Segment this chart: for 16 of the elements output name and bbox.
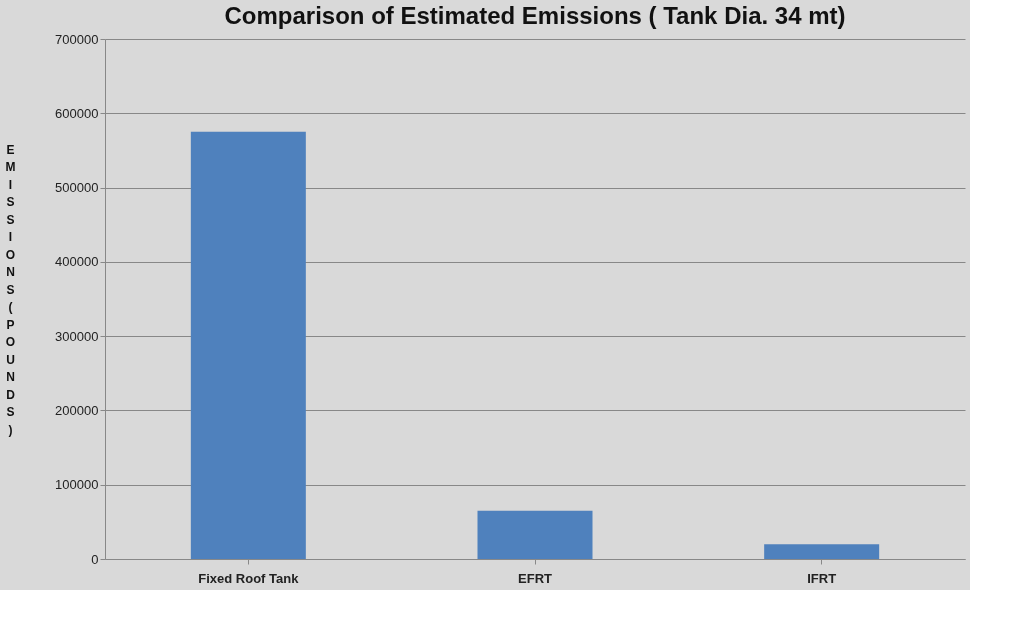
y-tick-label: 300000 [55, 328, 99, 344]
bar [764, 544, 880, 559]
y-tick-label: 400000 [55, 254, 99, 270]
bar [190, 131, 306, 559]
text: EMISSIONS (POUNDS) [5, 142, 16, 437]
bar [477, 510, 593, 559]
y-tick-label: 200000 [55, 402, 99, 418]
y-tick-label: 0 [91, 551, 99, 567]
x-tick-label: IFRT [807, 570, 837, 586]
x-tick-label: EFRT [518, 570, 553, 586]
y-tick-label: 700000 [55, 31, 99, 47]
chart-title: Comparison of Estimated Emissions ( Tank Dia. 34 mt) [224, 2, 846, 29]
y-tick-label: 500000 [55, 180, 99, 196]
y-tick-label: 600000 [55, 105, 99, 121]
y-tick-label: 100000 [55, 477, 99, 493]
x-tick-label: Fixed Roof Tank [198, 570, 300, 586]
